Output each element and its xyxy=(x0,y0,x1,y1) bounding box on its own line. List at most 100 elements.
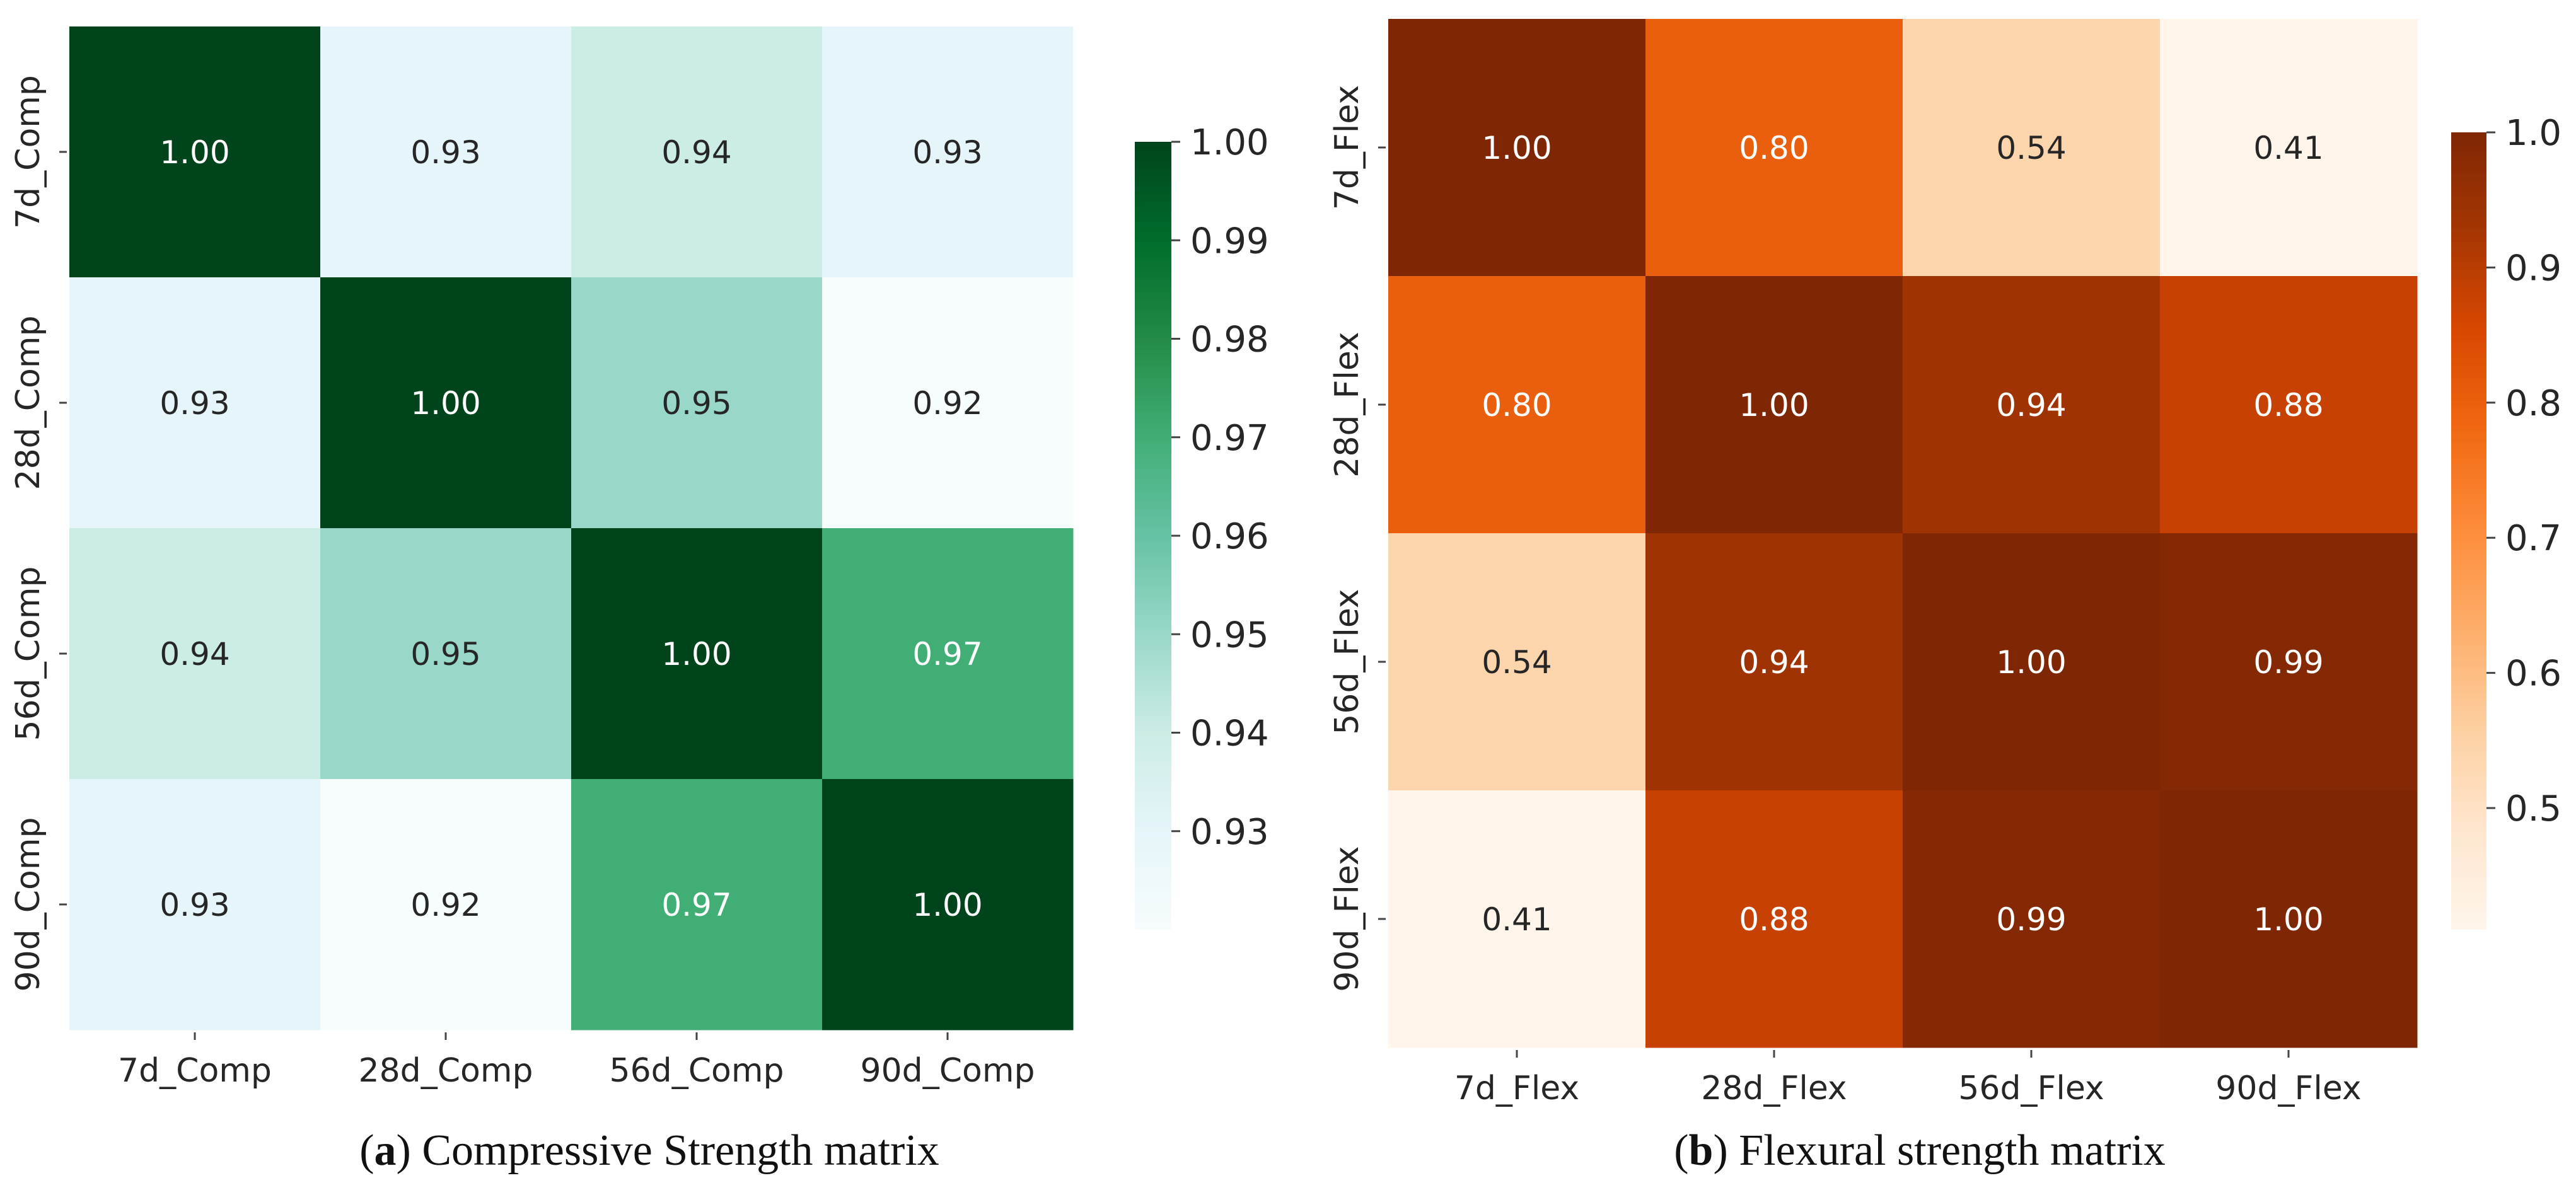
colorbar-tick-label-b-3: 0.8 xyxy=(2505,383,2561,424)
heatmap-cell-a-r0-c3 xyxy=(822,26,1074,278)
cell-value-label-a-r1-c3: 0.92 xyxy=(912,385,982,422)
heatmap-cell-b-r0-c2 xyxy=(1903,19,2161,277)
caption-a: (a) Compressive Strength matrix xyxy=(359,1126,939,1175)
cell-value-label-b-r2-c1: 0.94 xyxy=(1739,644,1809,681)
heatmap-cell-a-r2-c0 xyxy=(69,528,321,780)
x-tick-label-b-3: 90d_Flex xyxy=(2215,1070,2361,1107)
cell-value-label-b-r1-c1: 1.00 xyxy=(1739,387,1809,424)
y-tick-label-b-1: 28d_Flex xyxy=(1328,332,1366,477)
heatmap-cell-b-r0-c3 xyxy=(2160,19,2418,277)
cell-value-label-a-r2-c2: 1.00 xyxy=(661,636,731,673)
colorbar-tick-label-a-6: 0.99 xyxy=(1190,221,1269,262)
colorbar-tick-label-b-4: 0.9 xyxy=(2505,248,2561,289)
cell-value-label-b-r1-c2: 0.94 xyxy=(1996,387,2066,424)
y-tick-label-b-3: 90d_Flex xyxy=(1328,846,1366,991)
colorbar-tick-label-b-1: 0.6 xyxy=(2505,654,2561,695)
cell-value-label-a-r0-c1: 0.93 xyxy=(410,134,480,171)
heatmap-cell-a-r3-c2 xyxy=(571,779,823,1030)
heatmap-cell-b-r2-c0 xyxy=(1388,533,1646,791)
heatmap-cell-b-r1-c0 xyxy=(1388,276,1646,534)
cell-value-label-b-r3-c2: 0.99 xyxy=(1996,901,2066,938)
cell-value-label-b-r3-c0: 0.41 xyxy=(1482,901,1552,938)
y-tick-label-a-0: 7d_Comp xyxy=(9,75,47,229)
caption-letter-b: b xyxy=(1689,1126,1714,1175)
cell-value-label-a-r0-c2: 0.94 xyxy=(661,134,731,171)
colorbar-b xyxy=(2451,132,2486,930)
colorbar-tick-label-a-0: 0.93 xyxy=(1190,812,1269,853)
heatmap-cell-b-r0-c1 xyxy=(1645,19,1903,277)
heatmap-cell-b-r3-c3 xyxy=(2160,790,2418,1048)
caption-text-b: Flexural strength matrix xyxy=(1739,1126,2166,1175)
cell-value-label-a-r3-c0: 0.93 xyxy=(160,887,229,923)
cell-value-label-a-r3-c2: 0.97 xyxy=(661,887,731,923)
heatmap-cell-a-r3-c1 xyxy=(320,779,572,1030)
cell-value-label-b-r0-c1: 0.80 xyxy=(1739,130,1809,166)
colorbar-a xyxy=(1135,142,1171,930)
heatmap-cell-b-r1-c3 xyxy=(2160,276,2418,534)
colorbar-tick-label-a-1: 0.94 xyxy=(1190,713,1269,754)
heatmap-cell-b-r2-c1 xyxy=(1645,533,1903,791)
x-tick-label-a-3: 90d_Comp xyxy=(861,1052,1035,1090)
cell-value-label-b-r2-c2: 1.00 xyxy=(1996,644,2066,681)
cell-value-label-a-r0-c3: 0.93 xyxy=(912,134,982,171)
heatmap-cell-a-r2-c3 xyxy=(822,528,1074,780)
x-tick-label-b-0: 7d_Flex xyxy=(1454,1070,1579,1107)
cell-value-label-b-r0-c0: 1.00 xyxy=(1482,130,1552,166)
x-tick-label-a-2: 56d_Comp xyxy=(610,1052,784,1090)
x-tick-label-a-1: 28d_Comp xyxy=(359,1052,533,1090)
x-tick-label-b-1: 28d_Flex xyxy=(1701,1070,1847,1107)
cell-value-label-b-r0-c3: 0.41 xyxy=(2253,130,2323,166)
cell-value-label-b-r2-c0: 0.54 xyxy=(1482,644,1552,681)
cell-value-label-a-r2-c0: 0.94 xyxy=(160,636,229,673)
cell-value-label-a-r1-c0: 0.93 xyxy=(160,385,229,422)
cell-value-label-a-r1-c2: 0.95 xyxy=(661,385,731,422)
cell-value-label-b-r1-c0: 0.80 xyxy=(1482,387,1552,424)
cell-value-label-a-r1-c1: 1.00 xyxy=(410,385,480,422)
heatmap-cell-a-r0-c0 xyxy=(69,26,321,278)
heatmap-cell-a-r3-c0 xyxy=(69,779,321,1030)
heatmap-cell-a-r0-c1 xyxy=(320,26,572,278)
colorbar-tick-label-b-0: 0.5 xyxy=(2505,788,2561,829)
y-tick-label-a-2: 56d_Comp xyxy=(9,567,47,741)
cell-value-label-b-r3-c1: 0.88 xyxy=(1739,901,1809,938)
heatmap-cell-a-r0-c2 xyxy=(571,26,823,278)
heatmap-cell-a-r1-c2 xyxy=(571,277,823,529)
cell-value-label-b-r2-c3: 0.99 xyxy=(2253,644,2323,681)
heatmap-cell-b-r1-c2 xyxy=(1903,276,2161,534)
panel-b-flexural: 1.00 0.80 0.54 0.41 0.80 1.00 0.94 0.88 0.54 0.94… xyxy=(1328,19,2561,1175)
heatmap-cell-a-r3-c3 xyxy=(822,779,1074,1030)
heatmap-cell-a-r2-c2 xyxy=(571,528,823,780)
colorbar-tick-label-a-7: 1.00 xyxy=(1190,122,1269,163)
heatmap-cell-a-r1-c1 xyxy=(320,277,572,529)
x-tick-label-a-0: 7d_Comp xyxy=(118,1052,272,1090)
cell-value-label-a-r3-c3: 1.00 xyxy=(912,887,982,923)
cell-value-label-a-r3-c1: 0.92 xyxy=(410,887,480,923)
colorbar-tick-label-a-5: 0.98 xyxy=(1190,320,1269,361)
y-tick-label-b-2: 56d_Flex xyxy=(1328,589,1366,734)
cell-value-label-a-r0-c0: 1.00 xyxy=(160,134,229,171)
heatmap-cell-b-r2-c2 xyxy=(1903,533,2161,791)
heatmap-cell-a-r2-c1 xyxy=(320,528,572,780)
panel-a-compressive: 1.00 0.93 0.94 0.93 0.93 1.00 0.95 0.92 0.94 0.95… xyxy=(9,26,1269,1175)
heatmap-cell-b-r2-c3 xyxy=(2160,533,2418,791)
y-tick-label-b-0: 7d_Flex xyxy=(1328,85,1366,210)
cell-value-label-a-r2-c3: 0.97 xyxy=(912,636,982,673)
caption-text-a: Compressive Strength matrix xyxy=(422,1126,939,1175)
heatmap-cell-b-r0-c0 xyxy=(1388,19,1646,277)
caption-b: (b) Flexural strength matrix xyxy=(1674,1126,2166,1175)
caption-letter-a: a xyxy=(374,1126,397,1175)
colorbar-tick-label-b-5: 1.0 xyxy=(2505,113,2561,154)
heatmap-cell-a-r1-c3 xyxy=(822,277,1074,529)
heatmap-cell-b-r3-c1 xyxy=(1645,790,1903,1048)
cell-value-label-b-r3-c3: 1.00 xyxy=(2253,901,2323,938)
heatmap-cell-b-r3-c2 xyxy=(1903,790,2161,1048)
cell-value-label-b-r1-c3: 0.88 xyxy=(2253,387,2323,424)
cell-value-label-a-r2-c1: 0.95 xyxy=(410,636,480,673)
heatmap-cell-b-r3-c0 xyxy=(1388,790,1646,1048)
y-tick-label-a-1: 28d_Comp xyxy=(9,316,47,490)
heatmap-cell-a-r1-c0 xyxy=(69,277,321,529)
cell-value-label-b-r0-c2: 0.54 xyxy=(1996,130,2066,166)
y-tick-label-a-3: 90d_Comp xyxy=(9,817,47,992)
x-tick-label-b-2: 56d_Flex xyxy=(1958,1070,2104,1107)
